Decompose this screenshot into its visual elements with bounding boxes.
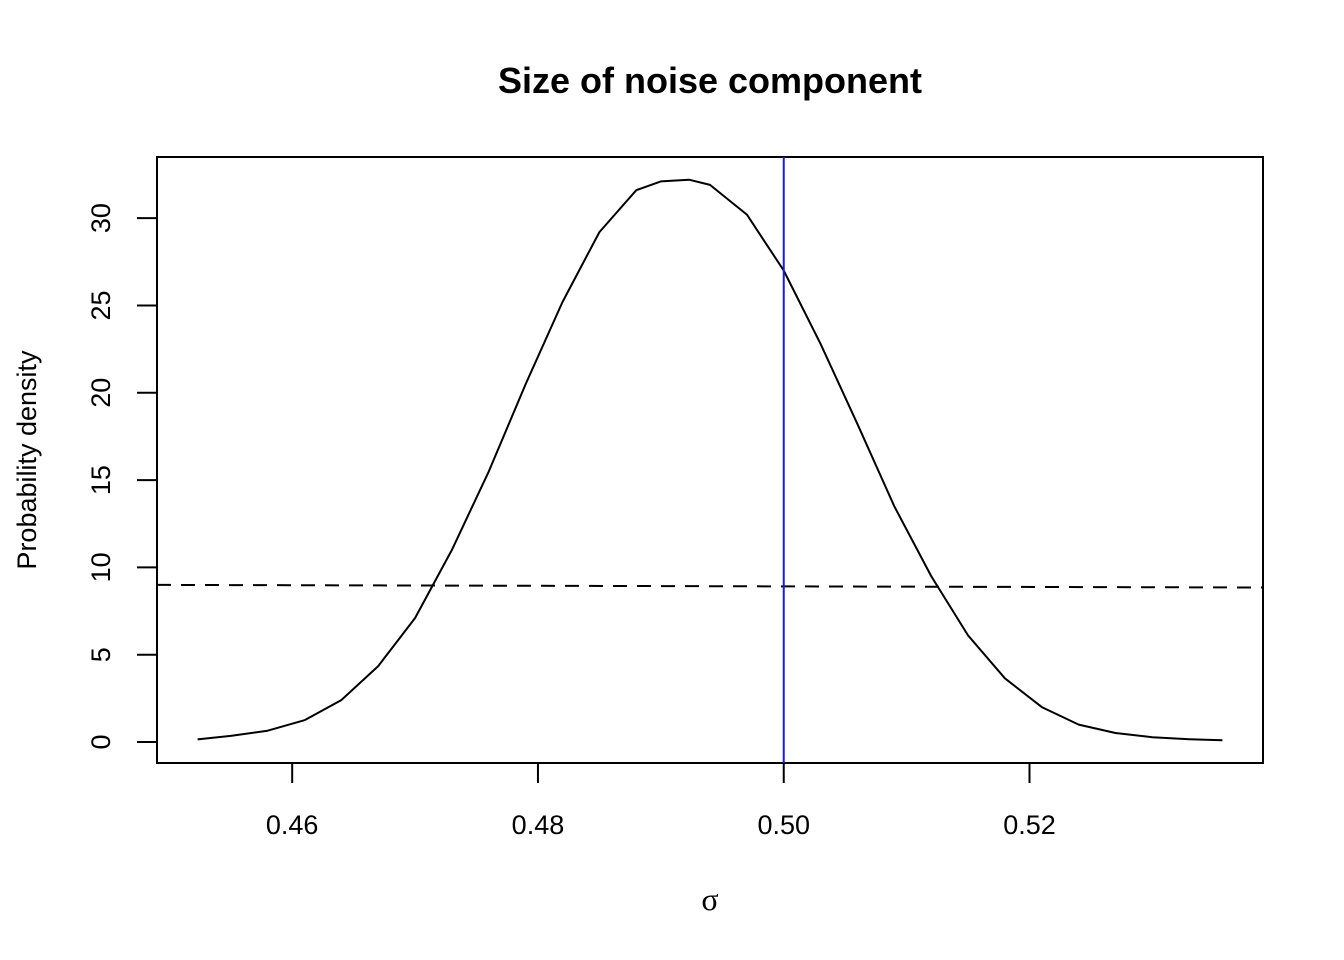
y-tick-label: 10 [86, 552, 116, 582]
plot-area [156, 157, 1264, 763]
y-tick-label: 25 [86, 290, 116, 320]
y-tick-label: 15 [86, 465, 116, 495]
y-axis-label: Probability density [12, 350, 42, 570]
x-tick-label: 0.50 [757, 810, 810, 840]
dashed-reference-line [156, 583, 1264, 589]
y-tick-label: 5 [86, 647, 116, 662]
x-axis-label: σ [701, 881, 718, 917]
x-axis: 0.46 0.48 0.50 0.52 [266, 763, 1056, 840]
y-axis: 0 5 10 15 20 25 30 [86, 203, 157, 750]
chart-title: Size of noise component [498, 60, 922, 101]
y-tick-label: 0 [86, 735, 116, 750]
plot-frame [156, 156, 1264, 764]
density-curve [197, 178, 1223, 742]
x-tick-label: 0.48 [512, 810, 565, 840]
x-tick-label: 0.52 [1003, 810, 1056, 840]
x-tick-label: 0.46 [266, 810, 319, 840]
y-tick-label: 20 [86, 378, 116, 408]
y-tick-label: 30 [86, 203, 116, 233]
